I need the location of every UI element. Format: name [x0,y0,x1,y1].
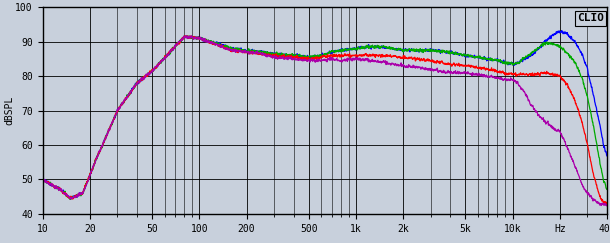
Text: CLIO: CLIO [577,14,604,24]
Y-axis label: dBSPL: dBSPL [4,96,14,125]
